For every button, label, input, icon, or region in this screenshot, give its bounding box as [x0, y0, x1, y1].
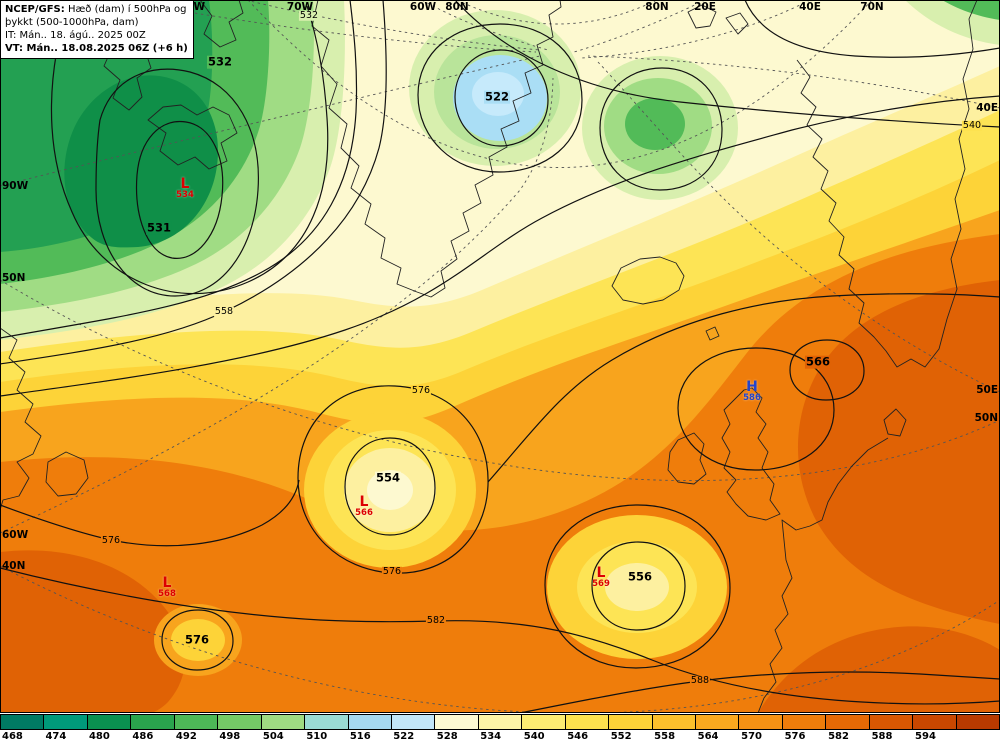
title-box: NCEP/GFS: Hæð (dam) í 500hPa og þykkt (5…	[0, 0, 194, 59]
colorbar-tick-label: 582	[828, 731, 849, 742]
height-contours	[0, 0, 1000, 713]
colorbar-segment	[695, 714, 740, 730]
colorbar-tick-label: 498	[219, 731, 241, 742]
map-canvas	[0, 0, 1000, 713]
title-line-1: NCEP/GFS: Hæð (dam) í 500hPa og	[5, 3, 188, 16]
colorbar-segment	[651, 714, 696, 730]
colorbar-tick-label: 576	[784, 731, 806, 742]
denmark-coast	[883, 408, 907, 437]
colorbar-tick-label: 540	[523, 731, 545, 742]
colorbar-boxes	[0, 714, 1000, 730]
colorbar-tick-label: 546	[567, 731, 589, 742]
colorbar-tick-label: 516	[349, 731, 371, 742]
colorbar-segment	[86, 714, 132, 730]
colorbar-segment	[173, 714, 219, 730]
init-time: IT: Mán.. 18. ágú.. 2025 00Z	[5, 30, 146, 41]
graticule	[0, 0, 1000, 713]
title-text: Hæð (dam) í 500hPa og	[64, 4, 187, 15]
baffin-south-coast	[147, 104, 238, 170]
colorbar-segment	[0, 714, 45, 730]
newfoundland-coast	[45, 451, 89, 497]
model-name: NCEP/GFS:	[5, 4, 65, 15]
colorbar-segment	[477, 714, 523, 730]
colorbar-tick-label: 594	[915, 731, 936, 742]
colorbar-tick-label: 474	[45, 731, 67, 742]
colorbar-tick-label: 522	[393, 731, 415, 742]
colorbar-tick-label: 468	[2, 731, 23, 742]
colorbar-tick-label: 486	[132, 731, 154, 742]
colorbar-tick-label: 552	[610, 731, 632, 742]
colorbar-tick-label: 492	[175, 731, 197, 742]
colorbar-segment	[390, 714, 436, 730]
great-britain-coast	[721, 387, 781, 521]
colorbar-segment	[130, 714, 175, 730]
colorbar-tick-label: 528	[436, 731, 458, 742]
map-area: 80W70W60W80N80N20E40E70N90W50N60W40N40E5…	[0, 0, 1000, 713]
colorbar: 468 474 480 486 492 498 504 510 516 522 528 534 540 5…	[0, 714, 1000, 745]
colorbar-segment	[912, 714, 957, 730]
colorbar-tick-label: 558	[654, 731, 676, 742]
colorbar-segment	[955, 714, 1000, 730]
colorbar-tick-label: 570	[741, 731, 762, 742]
labrador-coast	[0, 327, 42, 511]
colorbar-segment	[260, 714, 306, 730]
colorbar-segment	[564, 714, 610, 730]
greenland-coast	[311, 0, 562, 298]
colorbar-segment	[304, 714, 349, 730]
faroe-coast	[705, 326, 720, 341]
ireland-coast	[667, 432, 707, 485]
colorbar-tick-label: 564	[697, 731, 719, 742]
svalbard-coast	[687, 4, 749, 35]
colorbar-tick-label: 534	[480, 731, 502, 742]
colorbar-segment	[434, 714, 479, 730]
colorbar-segment	[781, 714, 827, 730]
colorbar-tick-label: 510	[306, 731, 328, 742]
colorbar-segment	[868, 714, 914, 730]
europe-coast	[757, 437, 889, 713]
arctic-island-coast	[199, 0, 244, 48]
thickness-fill-bands	[0, 0, 1000, 713]
colorbar-tick-label: 588	[871, 731, 893, 742]
colorbar-tick-label: 480	[88, 731, 110, 742]
colorbar-segment	[738, 714, 783, 730]
iceland-coast	[611, 256, 685, 305]
colorbar-segment	[521, 714, 566, 730]
valid-time: VT: Mán.. 18.08.2025 06Z (+6 h)	[5, 43, 188, 54]
colorbar-labels: 468 474 480 486 492 498 504 510 516 522 528 534 540 5…	[0, 730, 1000, 744]
colorbar-segment	[217, 714, 262, 730]
title-line-2: þykkt (500-1000hPa, dam)	[5, 17, 139, 28]
colorbar-segment	[347, 714, 392, 730]
coastlines	[0, 0, 978, 713]
colorbar-segment	[43, 714, 88, 730]
colorbar-segment	[825, 714, 870, 730]
colorbar-segment	[608, 714, 653, 730]
scandinavia-coast	[796, 0, 978, 368]
colorbar-tick-label: 504	[262, 731, 284, 742]
